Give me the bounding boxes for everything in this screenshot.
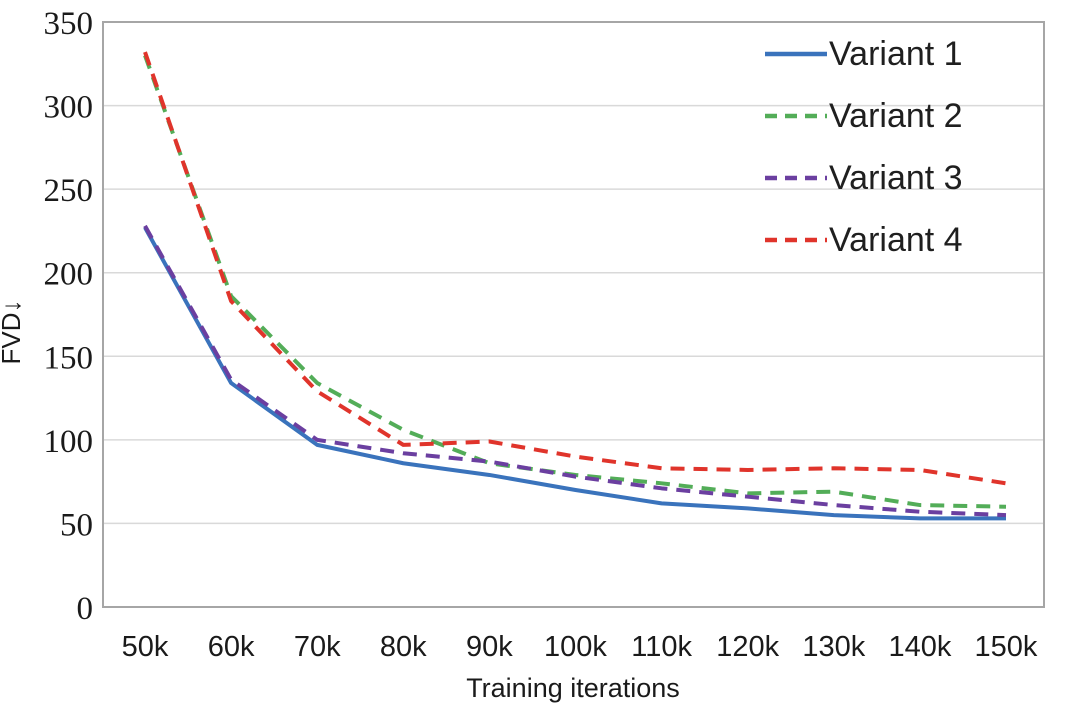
y-tick-label: 300 — [44, 90, 94, 126]
plot-layer: 0 50 100 150 200 250 300 350 50k 60k 70k 80k 90k 100k… — [44, 6, 1045, 663]
x-tick-label: 100k — [544, 631, 607, 663]
legend-label: Variant 1 — [829, 35, 963, 73]
y-tick-label: 100 — [44, 424, 94, 460]
y-tick-label: 350 — [44, 6, 94, 42]
legend-swatch-dashed-line-icon — [765, 113, 827, 119]
x-tick-label: 90k — [466, 631, 513, 663]
plot-border — [102, 21, 1045, 608]
x-tick-label: 150k — [975, 631, 1038, 663]
y-tick-label: 250 — [44, 173, 94, 209]
x-tick-label: 80k — [380, 631, 427, 663]
y-tick-label: 150 — [44, 340, 94, 376]
legend-entry-variant-2: Variant 2 — [763, 98, 963, 134]
legend: Variant 1 Variant 2 Variant 3 Variant 4 — [763, 36, 963, 258]
y-tick-label: 200 — [44, 257, 94, 293]
x-tick-label: 140k — [888, 631, 951, 663]
legend-swatch-solid-line-icon — [765, 51, 827, 57]
x-tick-label: 130k — [802, 631, 865, 663]
legend-label: Variant 2 — [829, 97, 963, 135]
legend-entry-variant-4: Variant 4 — [763, 222, 963, 258]
legend-entry-variant-3: Variant 3 — [763, 160, 963, 196]
series-line-variant-1 — [143, 226, 1006, 521]
y-axis-title: FVD↓ — [0, 300, 26, 365]
series-line-variant-4 — [143, 51, 1007, 486]
y-tick-label: 50 — [60, 507, 93, 543]
x-tick-label: 70k — [294, 631, 341, 663]
legend-swatch-dashed-line-icon — [765, 237, 827, 243]
x-tick-label: 110k — [631, 631, 692, 663]
legend-entry-variant-1: Variant 1 — [763, 36, 963, 72]
series-line-variant-3 — [143, 224, 1007, 518]
legend-label: Variant 4 — [829, 221, 963, 259]
legend-swatch-dashed-line-icon — [765, 175, 827, 181]
x-axis-title: Training iterations — [466, 673, 680, 703]
x-tick-label: 50k — [122, 631, 169, 663]
x-tick-label: 120k — [716, 631, 779, 663]
x-tick-label: 60k — [208, 631, 255, 663]
legend-label: Variant 3 — [829, 159, 963, 197]
y-tick-label: 0 — [77, 591, 94, 627]
